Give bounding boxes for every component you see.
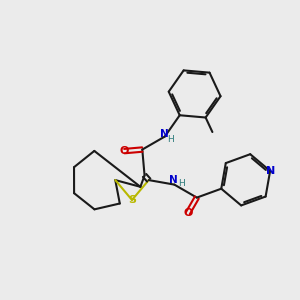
Text: H: H xyxy=(178,179,185,188)
Text: N: N xyxy=(169,175,178,184)
Text: O: O xyxy=(183,208,193,218)
Text: H: H xyxy=(167,135,174,144)
Text: S: S xyxy=(128,195,136,205)
Text: N: N xyxy=(266,166,275,176)
Text: O: O xyxy=(120,146,129,156)
Text: N: N xyxy=(160,128,169,139)
